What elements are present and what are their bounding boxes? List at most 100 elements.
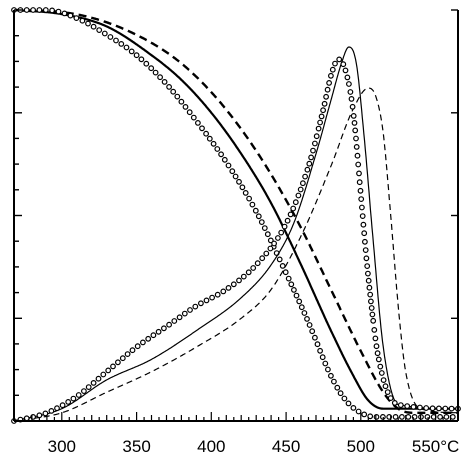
data-point (296, 298, 303, 305)
data-point (206, 135, 213, 142)
data-point (218, 151, 225, 158)
data-point (353, 143, 360, 150)
data-point (209, 294, 216, 301)
data-point (255, 213, 262, 220)
data-point (133, 52, 140, 59)
data-point (236, 178, 242, 185)
data-point (186, 109, 193, 116)
data-point (59, 402, 66, 409)
data-point (110, 363, 116, 370)
data-point (236, 277, 242, 284)
series-0-line (14, 8, 458, 414)
data-point (166, 321, 173, 328)
data-point (23, 7, 30, 13)
data-point (371, 327, 378, 333)
data-point (261, 225, 268, 232)
data-point (285, 275, 292, 282)
data-point (279, 263, 286, 269)
data-point (75, 392, 82, 398)
data-point (317, 347, 324, 354)
data-point (85, 20, 91, 27)
data-point (340, 61, 347, 68)
data-point (143, 60, 150, 67)
data-point (326, 79, 333, 86)
data-point (107, 34, 114, 40)
data-point (203, 130, 210, 137)
data-point (331, 378, 337, 385)
data-point (73, 15, 80, 22)
data-point (348, 95, 355, 102)
data-point (124, 351, 131, 358)
data-point (370, 317, 377, 324)
data-point (373, 414, 380, 420)
data-point (284, 217, 291, 224)
data-point (42, 7, 49, 13)
data-point (80, 388, 87, 395)
data-point (318, 113, 325, 120)
x-tick-label: 500 (347, 437, 375, 456)
data-point (138, 56, 145, 63)
data-point (346, 81, 352, 87)
data-point (100, 371, 107, 378)
left-axis (13, 9, 22, 422)
data-point (148, 65, 155, 72)
data-point (437, 414, 444, 420)
data-point (288, 281, 295, 288)
data-point (292, 199, 299, 206)
data-point (332, 60, 338, 67)
data-point (254, 260, 261, 267)
data-point (321, 100, 328, 107)
data-point (352, 127, 359, 134)
data-point (230, 281, 237, 288)
data-point (361, 411, 368, 418)
data-point (366, 284, 373, 291)
data-point (302, 173, 309, 180)
data-point (310, 147, 316, 154)
data-point (95, 375, 102, 382)
data-point (128, 48, 135, 55)
data-point (152, 69, 159, 76)
data-point (304, 316, 310, 322)
data-point (449, 414, 456, 420)
data-point (166, 83, 173, 90)
data-point (278, 229, 285, 236)
data-point (350, 405, 357, 411)
data-point (300, 180, 306, 187)
data-point (345, 400, 352, 407)
data-point (367, 291, 374, 298)
data-point (429, 405, 436, 412)
data-point (317, 119, 324, 126)
data-point (378, 370, 385, 376)
data-point (197, 300, 204, 307)
data-point (258, 219, 265, 226)
data-point (129, 347, 136, 354)
data-point (410, 404, 417, 410)
data-point (404, 403, 411, 410)
data-point (362, 247, 369, 254)
data-point (36, 412, 43, 419)
data-point (295, 192, 302, 199)
data-point (187, 307, 193, 313)
data-point (214, 146, 221, 152)
data-point (267, 237, 274, 244)
data-point (363, 255, 370, 262)
data-point (145, 335, 152, 342)
data-point (90, 23, 97, 30)
data-point (96, 27, 103, 34)
data-point (119, 355, 126, 362)
data-point (65, 399, 72, 405)
data-point (182, 103, 189, 110)
data-point (170, 88, 177, 95)
data-point (178, 98, 185, 105)
data-point (276, 256, 283, 263)
data-point (271, 240, 278, 247)
data-point (259, 255, 266, 262)
data-point (240, 273, 247, 280)
data-point (293, 292, 300, 299)
data-point (353, 135, 359, 142)
data-point (309, 328, 316, 335)
data-point (351, 119, 358, 126)
data-point (250, 265, 257, 271)
data-point (375, 356, 382, 363)
